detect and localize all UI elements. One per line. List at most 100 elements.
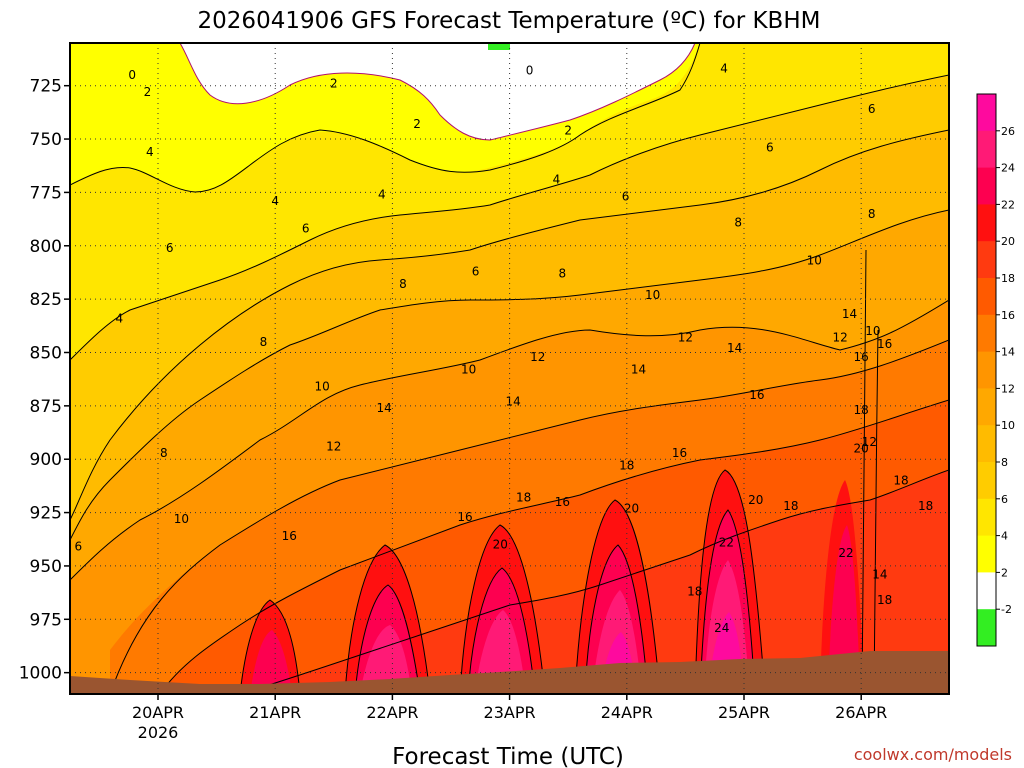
contour-label: 14 [872,567,887,581]
contour-label: 6 [302,222,310,236]
contour-label: 8 [399,277,407,291]
contour-label: 8 [734,215,742,229]
contour-label: 4 [553,173,561,187]
colorbar-tick-label: 2 [1001,566,1008,579]
colorbar-tick-label: 10 [1001,419,1015,432]
contour-line [70,74,949,361]
contour-label: 10 [645,288,660,302]
source-credit: coolwx.com/models [854,745,1012,764]
y-tick-label: 725 [30,77,62,97]
contour-label: 2 [330,77,338,91]
colorbar: 26 24 22 20 18 16 14 12 10 8 6 4 2 -2 [976,93,1015,647]
y-tick-label: 775 [30,183,62,203]
y-tick-label: 750 [30,130,62,150]
contour-label: 20 [624,501,639,515]
contour-label: 14 [727,341,742,355]
contour-label: 18 [783,499,798,513]
colorbar-swatch [977,498,996,537]
contour-label: 14 [631,363,646,377]
colorbar-swatch [977,167,996,205]
contour-line [344,544,431,694]
contour-label: 18 [687,585,702,599]
contour-label: 18 [893,474,908,488]
colorbar-swatch [977,314,996,353]
colorbar-tick-label: 4 [1001,530,1008,543]
y-tick-label: 975 [30,610,62,630]
contour-label: 12 [326,439,341,453]
contour-label: 18 [516,491,531,505]
colorbar-swatch [977,535,996,573]
contour-line [239,469,949,694]
contour-label: 20 [748,493,763,507]
contour-label: 16 [854,350,869,364]
colorbar-tick-label: 14 [1001,346,1015,359]
colorbar-tick-label: 18 [1001,272,1015,285]
x-tick-label: 22APR [366,703,418,722]
contour-line-freezing [179,43,696,141]
colorbar-tick-label: 12 [1001,382,1015,395]
y-tick-label: 1000 [19,664,62,684]
colorbar-tick-label: 26 [1001,125,1015,138]
x-axis-title: Forecast Time (UTC) [392,744,624,768]
contour-label: 8 [260,335,268,349]
colorbar-tick-label: 20 [1001,235,1015,248]
contour-label: 12 [832,331,847,345]
contour-label: 8 [868,207,876,221]
colorbar-tick-label: 6 [1001,493,1008,506]
x-tick-label: 26APR [835,703,887,722]
contour-line [861,249,867,694]
colorbar-tick-label: 24 [1001,162,1015,175]
colorbar-swatch [977,351,996,389]
contour-label: 6 [622,190,630,204]
colorbar-tick-label: -2 [1001,603,1012,616]
contour-lines [70,43,949,694]
contour-line [70,299,949,581]
contour-label: 2 [413,117,421,131]
colorbar-swatch [977,388,996,426]
contour-label: 6 [74,540,82,554]
x-tick-label: 25APR [718,703,770,722]
contour-label: 0 [526,64,534,78]
contour-label: 16 [457,510,472,524]
contour-line [699,509,756,694]
contour-label: 20 [493,538,508,552]
contour-label: 2 [564,124,572,138]
contour-label: 22 [719,535,734,549]
contour-label: 12 [862,435,877,449]
contour-label: 4 [146,145,154,159]
contour-line [574,499,661,694]
contour-label: 10 [461,363,476,377]
contour-line [584,544,649,694]
contour-line [354,584,421,694]
contour-line [694,469,766,694]
y-tick-label: 925 [30,504,62,524]
contour-label: 16 [749,388,764,402]
colorbar-swatch [977,130,996,169]
contour-label: 10 [174,512,189,526]
contour-label: 6 [766,141,774,155]
grid-lines [70,43,949,694]
contour-label: 4 [116,311,124,325]
contour-label: 4 [271,194,279,208]
x-tick-label: 21APR [249,703,301,722]
colorbar-tick-label: 22 [1001,198,1015,211]
colorbar-tick-label: 8 [1001,456,1008,469]
contour-label: 14 [377,401,392,415]
y-tick-label: 900 [30,450,62,470]
y-tick-label: 950 [30,557,62,577]
contour-label: 18 [877,593,892,607]
contour-label: 10 [807,254,822,268]
contour-label: 16 [672,446,687,460]
x-tick-label: 23APR [484,703,536,722]
contour-label: 12 [678,331,693,345]
contour-label: 8 [160,446,168,460]
contour-line [873,329,879,694]
contour-line [109,339,949,694]
contour-line [70,209,949,541]
x-axis: 20APR 21APR 22APR 23APR 24APR 25APR 26APR [132,694,887,722]
contour-line [459,524,546,694]
contour-line [159,399,949,694]
contour-label: 16 [555,495,570,509]
